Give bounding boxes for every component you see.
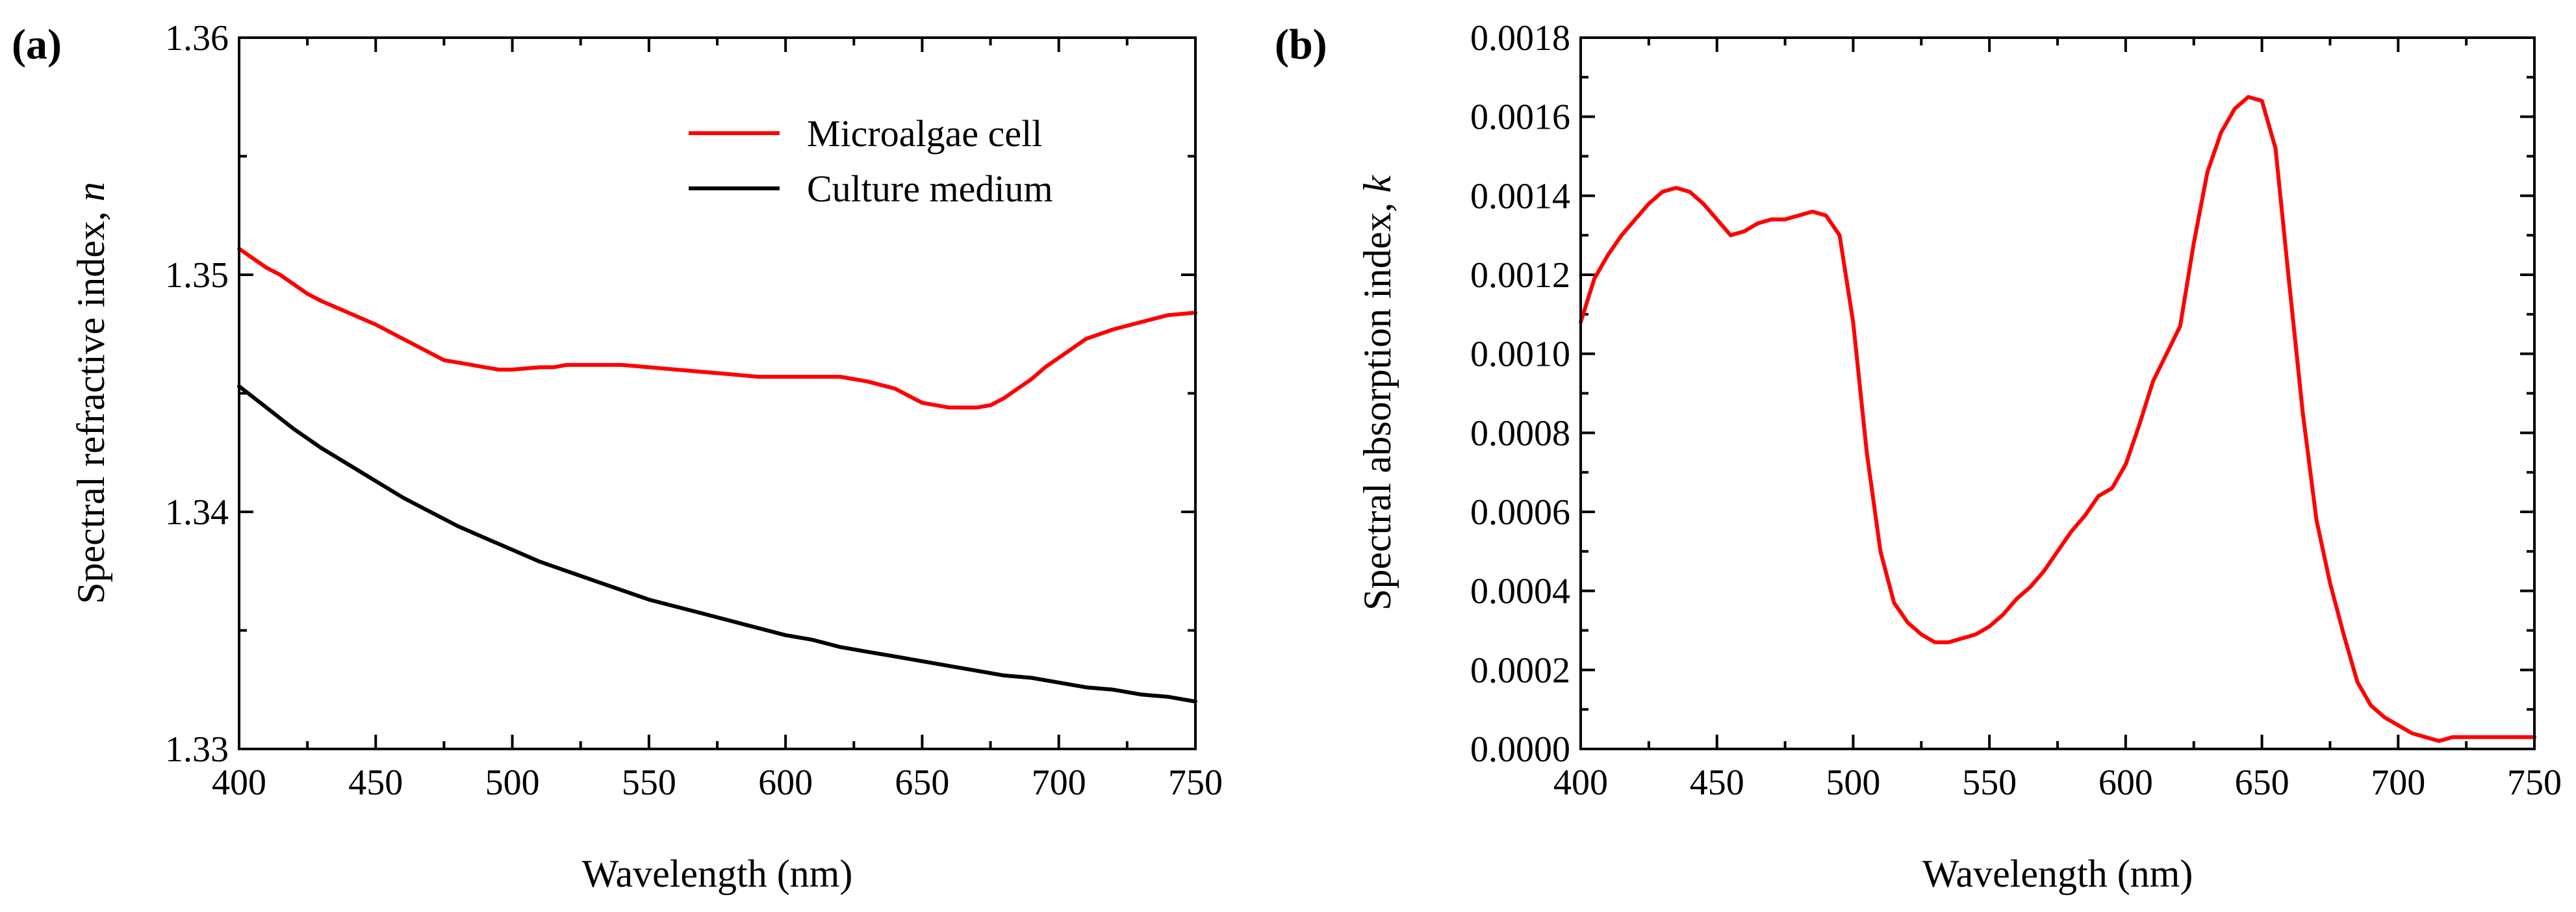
panel-b-absorption-index-chart: (b) 400 450 500 550 600 650 700 750 0.0000 0.0002… [1275,18,2562,895]
x-tick-label: 500 [1826,763,1880,803]
y-tick-label: 0.0018 [1470,18,1570,58]
y-tick-label: 0.0006 [1470,492,1570,533]
panel-a-y-axis-label-symbol: n [70,182,112,201]
y-tick-label: 1.35 [165,255,229,296]
y-tick-label: 0.0000 [1470,729,1570,770]
x-tick-label: 400 [1553,763,1608,803]
y-tick-label: 0.0004 [1470,572,1570,612]
x-tick-label: 750 [2507,763,2562,803]
x-tick-label: 650 [895,763,949,803]
x-tick-label: 650 [2235,763,2289,803]
y-tick-label: 0.0008 [1470,413,1570,453]
y-tick-label: 1.34 [165,492,229,533]
x-tick-label: 500 [485,763,540,803]
x-tick-label: 450 [348,763,403,803]
y-tick-label: 1.33 [165,729,229,770]
panel-a-series-line-culture-medium [237,384,1197,703]
x-tick-label: 450 [1690,763,1744,803]
x-tick-label: 600 [758,763,813,803]
x-tick-label: 550 [1962,763,2017,803]
panel-a-y-axis-label: Spectral refractive index, n [70,182,112,604]
x-tick-label: 400 [212,763,266,803]
x-tick-label: 600 [2098,763,2153,803]
panel-a-plot-frame [238,36,1197,750]
panel-a-ticks: 400 450 500 550 600 650 700 750 1.33 1.34 1.35 1.36 [165,18,1223,803]
panel-b-plot-frame [1579,36,2536,750]
panel-b-x-axis-label: Wavelength (nm) [1922,852,2193,895]
panel-b-y-axis-label: Spectral absorption index, k [1356,175,1399,611]
legend-label-culture-medium: Culture medium [807,168,1053,210]
y-tick-label: 0.0012 [1470,255,1570,296]
panel-b-series-line-microalgae-cell [1579,95,2536,743]
panel-a-legend: Microalgae cell Culture medium [689,112,1053,210]
panel-b-y-axis-label-symbol: k [1356,175,1399,193]
y-tick-label: 0.0010 [1470,335,1570,375]
panel-b-ticks: 400 450 500 550 600 650 700 750 0.0000 0.0002 0.00… [1470,18,2562,803]
y-tick-label: 1.36 [165,18,229,58]
panel-a-label: (a) [12,21,62,68]
y-tick-label: 0.0002 [1470,650,1570,690]
x-tick-label: 550 [622,763,676,803]
panel-a-series-line-microalgae-cell [237,246,1197,410]
y-tick-label: 0.0016 [1470,97,1570,138]
panel-a-y-axis-label-text: Spectral refractive index, [70,201,112,604]
panel-a-refractive-index-chart: (a) 400 450 500 550 600 650 700 750 1.33 1.34 1.35… [12,18,1223,895]
x-tick-label: 700 [2371,763,2425,803]
x-tick-label: 700 [1032,763,1086,803]
panel-b-series-group [1579,95,2536,743]
panel-b-y-axis-label-text: Spectral absorption index, [1356,193,1399,611]
legend-label-microalgae-cell: Microalgae cell [807,112,1042,155]
panel-a-x-axis-label: Wavelength (nm) [582,852,853,895]
panel-a-series-group [237,246,1197,703]
x-tick-label: 750 [1168,763,1223,803]
y-tick-label: 0.0014 [1470,176,1570,216]
panel-b-label: (b) [1275,21,1327,68]
